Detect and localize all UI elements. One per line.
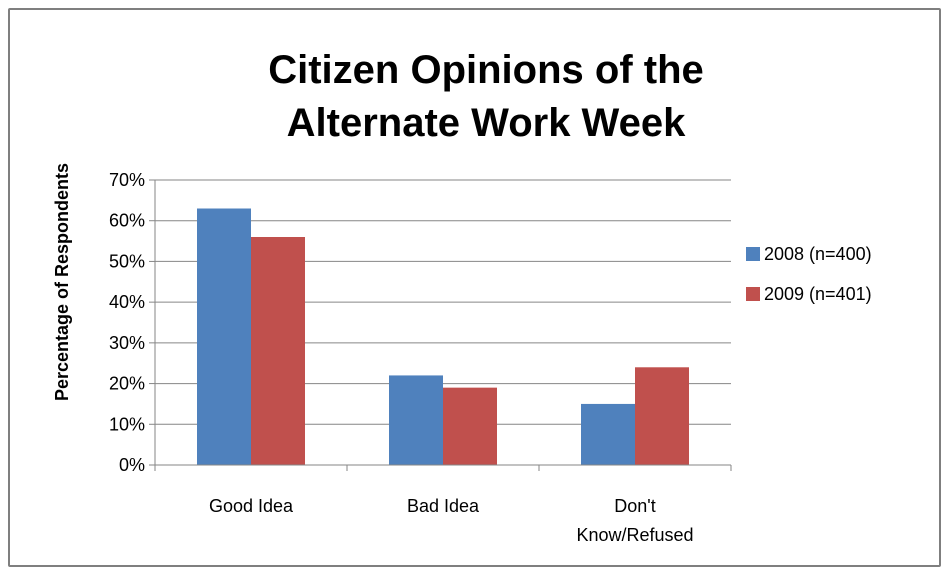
chart-title-line-2: Alternate Work Week bbox=[287, 101, 686, 145]
y-tick-label: 0% bbox=[119, 455, 145, 475]
bar-series2-0 bbox=[251, 237, 305, 465]
y-axis-label: Percentage of Respondents bbox=[52, 163, 72, 401]
chart-title: Citizen Opinions of the Alternate Work W… bbox=[268, 48, 704, 145]
bar-series1-2 bbox=[581, 403, 635, 465]
y-tick-label: 30% bbox=[109, 333, 145, 353]
chart-frame bbox=[8, 8, 941, 567]
y-tick-label: 10% bbox=[109, 414, 145, 434]
axes bbox=[154, 180, 732, 471]
x-tick-label: Don't bbox=[614, 496, 655, 516]
legend: 2008 (n=400) 2009 (n=401) bbox=[746, 244, 872, 304]
legend-swatch-2 bbox=[746, 287, 760, 301]
x-tick-label: Good Idea bbox=[209, 496, 294, 516]
bar-series1-0 bbox=[197, 208, 251, 465]
y-tick-label: 50% bbox=[109, 251, 145, 271]
bar-series2-1 bbox=[443, 387, 497, 465]
legend-label-1: 2008 (n=400) bbox=[764, 244, 872, 264]
x-tick-label: Bad Idea bbox=[407, 496, 480, 516]
bar-series1-1 bbox=[389, 375, 443, 465]
y-tick-label: 70% bbox=[109, 170, 145, 190]
y-tick-label: 60% bbox=[109, 211, 145, 231]
legend-label-2: 2009 (n=401) bbox=[764, 284, 872, 304]
chart-title-line-1: Citizen Opinions of the bbox=[268, 48, 704, 92]
y-tick-label: 40% bbox=[109, 292, 145, 312]
y-tick-labels: 0% 10% 20% 30% 40% 50% 60% 70% bbox=[109, 170, 145, 475]
bar-series2-2 bbox=[635, 367, 689, 465]
y-tick-label: 20% bbox=[109, 374, 145, 394]
x-tick-labels: Good Idea Bad Idea Don't Know/Refused bbox=[209, 496, 694, 545]
bars bbox=[197, 208, 689, 465]
legend-swatch-1 bbox=[746, 247, 760, 261]
x-tick-label: Know/Refused bbox=[576, 525, 693, 545]
